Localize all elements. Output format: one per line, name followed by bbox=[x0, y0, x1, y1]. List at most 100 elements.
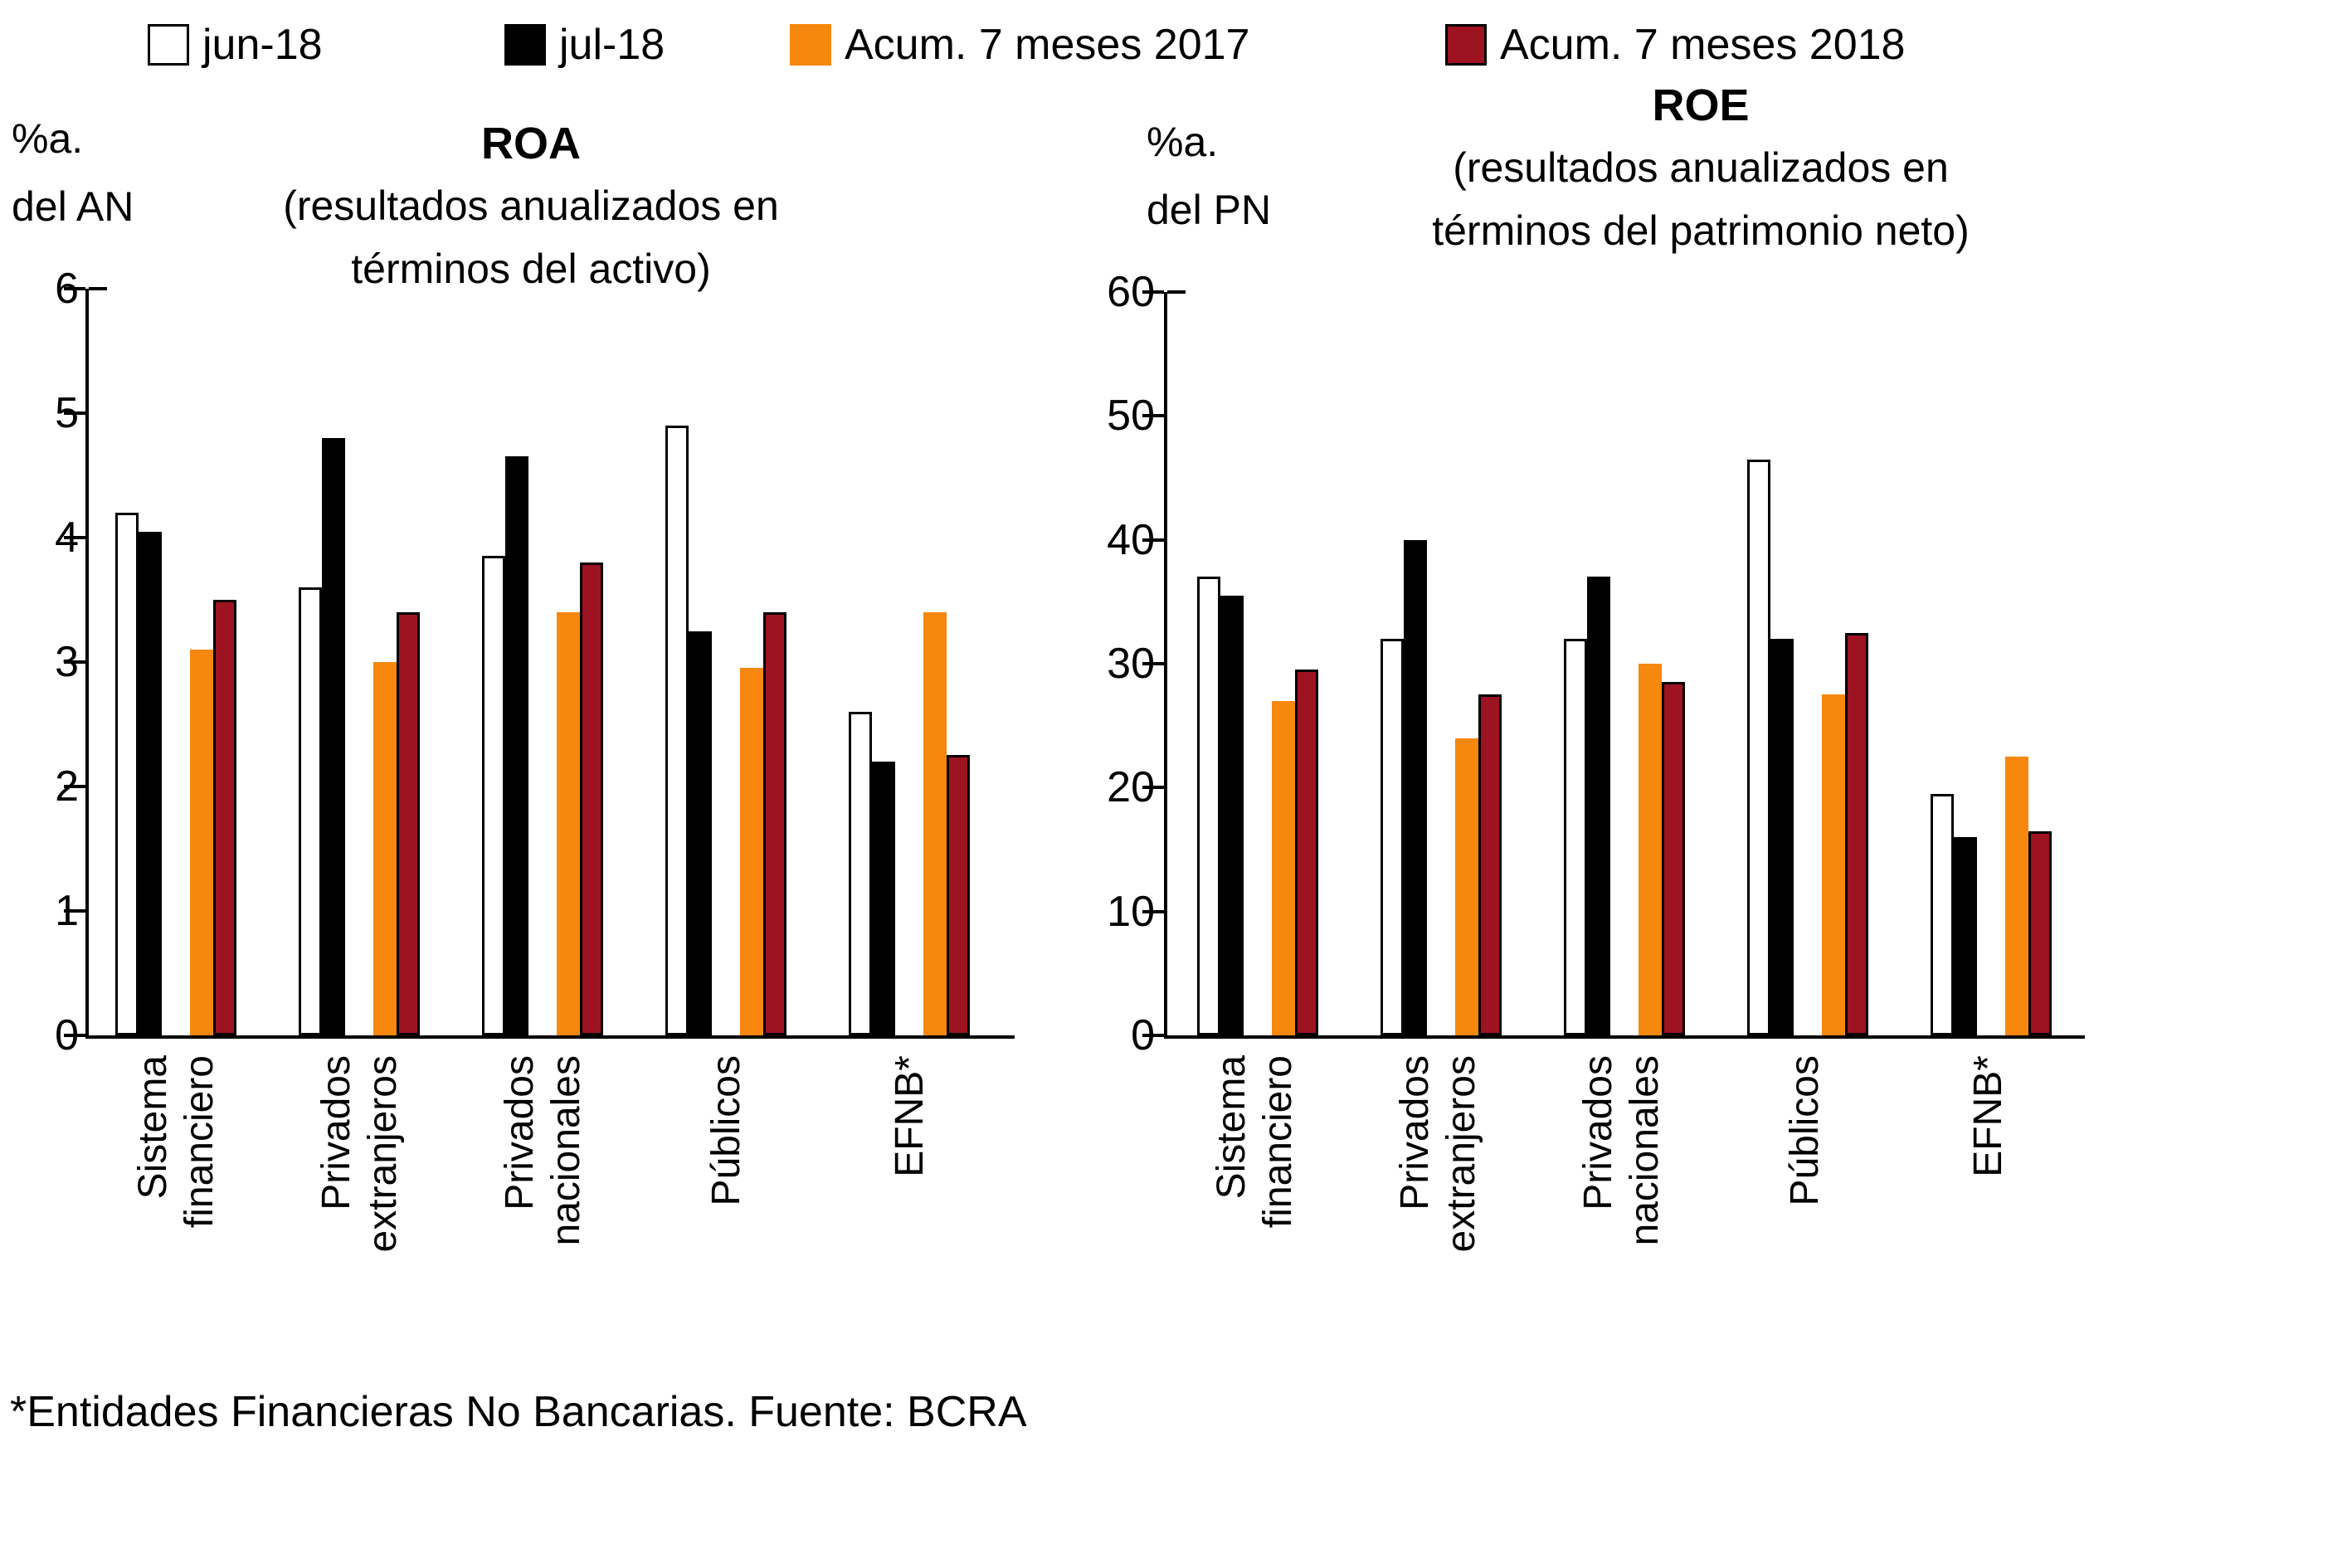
bar-roa-p-blicos-acum-7-meses-2018 bbox=[763, 612, 786, 1035]
roa-ytick-5 bbox=[64, 411, 85, 415]
roa-plot-area bbox=[85, 289, 1015, 1039]
roa-axis-unit-label: %a. del AN bbox=[12, 105, 134, 241]
roa-unit-line-1: %a. bbox=[12, 115, 84, 162]
roe-category-label-line-p-blicos-0: Públicos bbox=[1783, 1055, 1827, 1206]
bar-roa-p-blicos-jul-18 bbox=[689, 631, 712, 1035]
legend-label-acum-7-meses-2017: Acum. 7 meses 2017 bbox=[845, 21, 1250, 69]
roe-title-block: ROE (resultados anualizados en términos … bbox=[1286, 75, 2116, 262]
roa-ytick-1 bbox=[64, 909, 85, 913]
roe-title: ROE bbox=[1652, 80, 1750, 130]
bar-roa-privados-nacionales-acum-7-meses-2018 bbox=[580, 562, 603, 1035]
roa-category-label-p-blicos: Públicos bbox=[679, 1055, 775, 1371]
footnote: *Entidades Financieras No Bancarias. Fue… bbox=[10, 1388, 1027, 1436]
bar-roe-efnb-acum-7-meses-2018 bbox=[2028, 831, 2052, 1035]
roe-plot-area bbox=[1164, 292, 2085, 1039]
roa-category-label-line-privados-nacionales-1: nacionales bbox=[544, 1055, 588, 1246]
roa-ytick-label-2: 2 bbox=[55, 762, 79, 811]
bar-roe-privados-extranjeros-jun-18 bbox=[1381, 639, 1404, 1035]
roa-category-label-line-sistema-financiero-0: Sistema bbox=[131, 1055, 175, 1200]
bar-roa-privados-nacionales-acum-7-meses-2017 bbox=[557, 612, 580, 1035]
bar-roa-privados-nacionales-jun-18 bbox=[482, 556, 505, 1035]
bar-roe-privados-nacionales-jun-18 bbox=[1564, 639, 1587, 1035]
bar-roe-privados-extranjeros-acum-7-meses-2018 bbox=[1478, 694, 1502, 1035]
roa-category-label-line-efnb-0: EFNB* bbox=[888, 1055, 932, 1177]
roa-subtitle-line-2: términos del activo) bbox=[351, 246, 711, 292]
roa-ytick-label-0: 0 bbox=[55, 1011, 79, 1059]
roa-category-label-line-privados-extranjeros-1: extranjeros bbox=[361, 1055, 405, 1253]
roe-category-label-line-privados-extranjeros-1: extranjeros bbox=[1439, 1055, 1483, 1253]
bar-roa-sistema-financiero-acum-7-meses-2017 bbox=[190, 650, 213, 1035]
roe-axis-unit-label: %a. del PN bbox=[1147, 108, 1271, 244]
bar-roa-privados-extranjeros-acum-7-meses-2018 bbox=[397, 612, 420, 1035]
legend-item-jun-18: jun-18 bbox=[148, 20, 323, 70]
legend-label-jul-18: jul-18 bbox=[559, 21, 665, 69]
roe-ytick-label-50: 50 bbox=[1107, 392, 1155, 440]
bar-roe-privados-nacionales-acum-7-meses-2017 bbox=[1639, 664, 1662, 1035]
bar-roe-p-blicos-acum-7-meses-2017 bbox=[1822, 694, 1845, 1035]
roa-ytick-2 bbox=[64, 785, 85, 788]
roe-ytick-label-0: 0 bbox=[1131, 1011, 1155, 1059]
bar-roa-sistema-financiero-acum-7-meses-2018 bbox=[213, 600, 236, 1035]
roa-category-label-sistema-financiero: Sistema financiero bbox=[129, 1055, 225, 1371]
roa-ytick-label-4: 4 bbox=[55, 514, 79, 562]
roa-category-label-line-privados-extranjeros-0: Privados bbox=[314, 1055, 358, 1210]
bar-roa-efnb-jun-18 bbox=[849, 712, 872, 1035]
bar-roe-sistema-financiero-acum-7-meses-2017 bbox=[1272, 701, 1295, 1035]
bar-roa-efnb-acum-7-meses-2018 bbox=[947, 755, 970, 1035]
roe-ytick-label-60: 60 bbox=[1107, 268, 1155, 316]
roa-title: ROA bbox=[481, 119, 581, 168]
bar-roe-p-blicos-jul-18 bbox=[1770, 639, 1794, 1035]
roa-ytick-4 bbox=[64, 536, 85, 539]
roe-category-label-line-privados-nacionales-0: Privados bbox=[1576, 1055, 1620, 1210]
legend-swatch-acum-7-meses-2018 bbox=[1445, 24, 1487, 66]
legend-swatch-acum-7-meses-2017 bbox=[790, 24, 831, 66]
bar-roe-privados-nacionales-jul-18 bbox=[1587, 577, 1610, 1035]
bar-roe-p-blicos-acum-7-meses-2018 bbox=[1845, 633, 1868, 1035]
roe-unit-line-2: del PN bbox=[1147, 187, 1272, 233]
bar-roe-sistema-financiero-jul-18 bbox=[1220, 596, 1244, 1035]
roe-category-label-privados-extranjeros: Privados extranjeros bbox=[1390, 1055, 1487, 1371]
legend-swatch-jul-18 bbox=[504, 24, 546, 66]
bar-roa-efnb-acum-7-meses-2017 bbox=[923, 612, 947, 1035]
bar-roa-privados-nacionales-jul-18 bbox=[505, 456, 528, 1035]
roa-category-label-efnb: EFNB* bbox=[862, 1055, 958, 1371]
roe-category-label-sistema-financiero: Sistema financiero bbox=[1207, 1055, 1303, 1371]
legend-label-acum-7-meses-2018: Acum. 7 meses 2018 bbox=[1500, 21, 1906, 69]
roe-ytick-50 bbox=[1142, 414, 1164, 417]
roe-category-label-line-privados-extranjeros-0: Privados bbox=[1393, 1055, 1437, 1210]
roa-subtitle-line-1: (resultados anualizados en bbox=[283, 183, 779, 229]
bar-roe-privados-nacionales-acum-7-meses-2018 bbox=[1662, 682, 1685, 1035]
bar-roe-privados-extranjeros-acum-7-meses-2017 bbox=[1455, 738, 1478, 1035]
roe-subtitle-line-1: (resultados anualizados en bbox=[1453, 144, 1949, 191]
roe-ytick-30 bbox=[1142, 662, 1164, 665]
legend-item-jul-18: jul-18 bbox=[504, 20, 665, 70]
roa-ytick-top-stub bbox=[89, 287, 107, 290]
bar-roa-privados-extranjeros-jun-18 bbox=[299, 587, 322, 1035]
roe-category-label-efnb: EFNB* bbox=[1941, 1055, 2037, 1371]
bar-roa-efnb-jul-18 bbox=[872, 762, 895, 1035]
roa-title-block: ROA (resultados anualizados en términos … bbox=[116, 113, 946, 300]
bar-roa-privados-extranjeros-jul-18 bbox=[322, 438, 345, 1035]
legend-item-acum-7-meses-2017: Acum. 7 meses 2017 bbox=[790, 20, 1249, 70]
bar-roe-sistema-financiero-acum-7-meses-2018 bbox=[1295, 670, 1318, 1035]
roe-ytick-top-stub bbox=[1167, 290, 1186, 294]
roe-ytick-label-20: 20 bbox=[1107, 763, 1155, 811]
roe-ytick-20 bbox=[1142, 786, 1164, 789]
bar-roa-sistema-financiero-jun-18 bbox=[115, 513, 139, 1035]
roe-category-label-p-blicos: Públicos bbox=[1757, 1055, 1853, 1371]
roe-subtitle-line-2: términos del patrimonio neto) bbox=[1432, 207, 1970, 254]
legend-swatch-jun-18 bbox=[148, 24, 189, 66]
roe-category-label-line-sistema-financiero-1: financiero bbox=[1256, 1055, 1300, 1229]
roe-ytick-40 bbox=[1142, 538, 1164, 542]
roa-category-label-line-p-blicos-0: Públicos bbox=[704, 1055, 748, 1206]
bar-roe-efnb-jun-18 bbox=[1931, 794, 1954, 1035]
roe-ytick-10 bbox=[1142, 910, 1164, 913]
roa-ytick-label-1: 1 bbox=[55, 887, 79, 935]
bar-roe-privados-extranjeros-jul-18 bbox=[1404, 540, 1427, 1035]
roe-ytick-label-30: 30 bbox=[1107, 640, 1155, 688]
roa-ytick-3 bbox=[64, 660, 85, 664]
bar-roe-p-blicos-jun-18 bbox=[1747, 460, 1770, 1035]
roa-ytick-0 bbox=[64, 1034, 85, 1037]
roa-ytick-label-5: 5 bbox=[55, 389, 79, 437]
